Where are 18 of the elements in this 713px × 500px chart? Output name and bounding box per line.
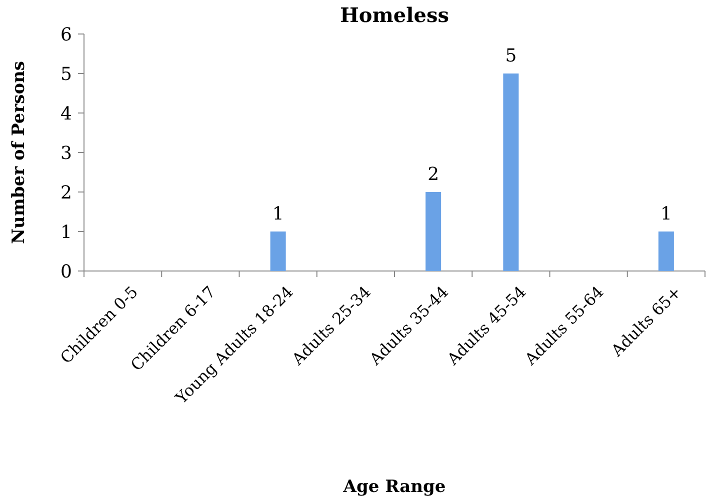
y-tick-label: 2 bbox=[60, 182, 72, 204]
x-axis-title: Age Range bbox=[342, 477, 446, 497]
y-tick-label: 0 bbox=[60, 261, 72, 282]
bar bbox=[270, 232, 286, 271]
y-axis-title: Number of Persons bbox=[9, 61, 29, 244]
data-label: 5 bbox=[505, 46, 517, 66]
data-label: 1 bbox=[660, 204, 672, 224]
y-tick-label: 3 bbox=[60, 142, 72, 164]
bar bbox=[503, 74, 519, 271]
bar bbox=[426, 192, 442, 271]
y-tick-label: 1 bbox=[60, 222, 72, 243]
data-label: 1 bbox=[272, 204, 284, 224]
chart-title: Homeless bbox=[340, 3, 449, 27]
bar bbox=[658, 232, 674, 271]
y-tick-label: 5 bbox=[60, 64, 72, 85]
y-tick-label: 4 bbox=[60, 103, 72, 124]
y-tick-label: 6 bbox=[60, 24, 72, 46]
data-label: 2 bbox=[428, 164, 440, 185]
